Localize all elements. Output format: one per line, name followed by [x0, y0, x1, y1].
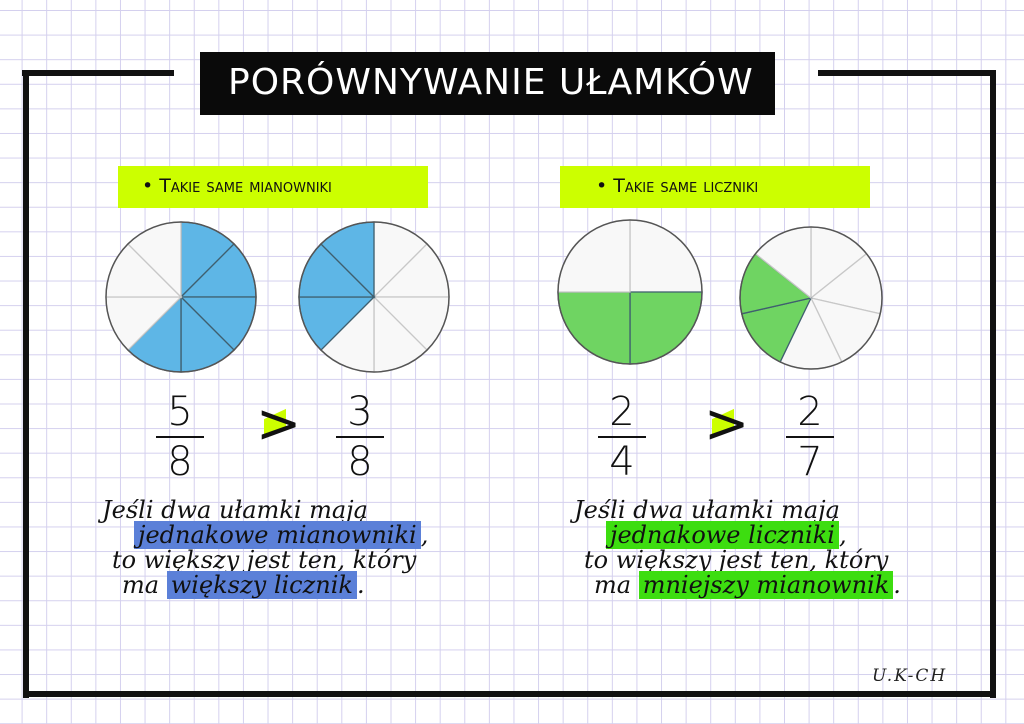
- heading-left: • Takie same mianowniki: [118, 166, 428, 208]
- pie-outline: [557, 219, 703, 365]
- pie-outline: [298, 221, 450, 373]
- pie-five-eighths: [105, 221, 257, 373]
- fraction-left-a: 5 8: [150, 392, 210, 482]
- pie-outline: [105, 221, 257, 373]
- pie-slice-shaded: [629, 291, 703, 365]
- frame-left: [23, 70, 29, 698]
- fraction-left-b: 3 8: [330, 392, 390, 482]
- fraction-bar: [786, 436, 834, 438]
- numerator: 3: [347, 389, 373, 435]
- rule-line-4-start: ma: [122, 571, 160, 599]
- frame-bottom: [23, 691, 996, 697]
- frame-top-left: [22, 70, 174, 76]
- page-title: PORÓWNYWANIE UŁAMKÓW: [228, 62, 754, 103]
- pie-two-sevenths: [739, 226, 883, 370]
- denominator: 4: [609, 439, 635, 485]
- greater-than-sign-left: >: [256, 392, 302, 455]
- author-signature: U.K-CH: [872, 666, 948, 686]
- comma: ,: [420, 521, 429, 549]
- heading-right-text: • Takie same liczniki: [596, 175, 759, 197]
- rule-line-1: Jeśli dwa ułamki mają: [574, 496, 840, 524]
- fraction-bar: [598, 436, 646, 438]
- rule-line-3: to większy jest ten, który: [584, 546, 889, 574]
- frame-right: [990, 70, 996, 698]
- fraction-bar: [156, 436, 204, 438]
- pie-slice: [557, 219, 631, 293]
- fraction-right-b: 2 7: [780, 392, 840, 482]
- denominator: 8: [347, 439, 373, 485]
- rule-line-1: Jeśli dwa ułamki mają: [102, 496, 368, 524]
- highlight-denominator: mniejszy mianownik: [638, 571, 894, 599]
- highlight-denominators: jednakowe mianowniki: [134, 521, 421, 549]
- rule-line-3: to większy jest ten, który: [112, 546, 417, 574]
- pie-slice-shaded: [557, 291, 631, 365]
- heading-right: • Takie same liczniki: [560, 166, 870, 208]
- denominator: 7: [797, 439, 823, 485]
- pie-slice: [629, 219, 703, 293]
- denominator: 8: [167, 439, 193, 485]
- rule-left: Jeśli dwa ułamki mają jednakowe mianowni…: [102, 496, 429, 599]
- title-banner: [200, 52, 775, 115]
- greater-than-sign-right: >: [704, 392, 750, 455]
- numerator: 2: [797, 389, 823, 435]
- highlight-numerators: jednakowe liczniki: [606, 521, 839, 549]
- frame-top-right: [818, 70, 996, 76]
- rule-right: Jeśli dwa ułamki mają jednakowe liczniki…: [574, 496, 901, 599]
- numerator: 2: [609, 389, 635, 435]
- fraction-right-a: 2 4: [592, 392, 652, 482]
- pie-outline: [739, 226, 883, 370]
- period: .: [893, 571, 901, 599]
- fraction-bar: [336, 436, 384, 438]
- period: .: [356, 571, 365, 599]
- rule-line-4-start: ma: [594, 571, 632, 599]
- pie-three-eighths: [298, 221, 450, 373]
- pie-two-quarters: [557, 219, 703, 365]
- heading-left-text: • Takie same mianowniki: [142, 175, 332, 197]
- numerator: 5: [167, 389, 193, 435]
- highlight-numerator: większy licznik: [166, 571, 357, 599]
- comma: ,: [838, 521, 847, 549]
